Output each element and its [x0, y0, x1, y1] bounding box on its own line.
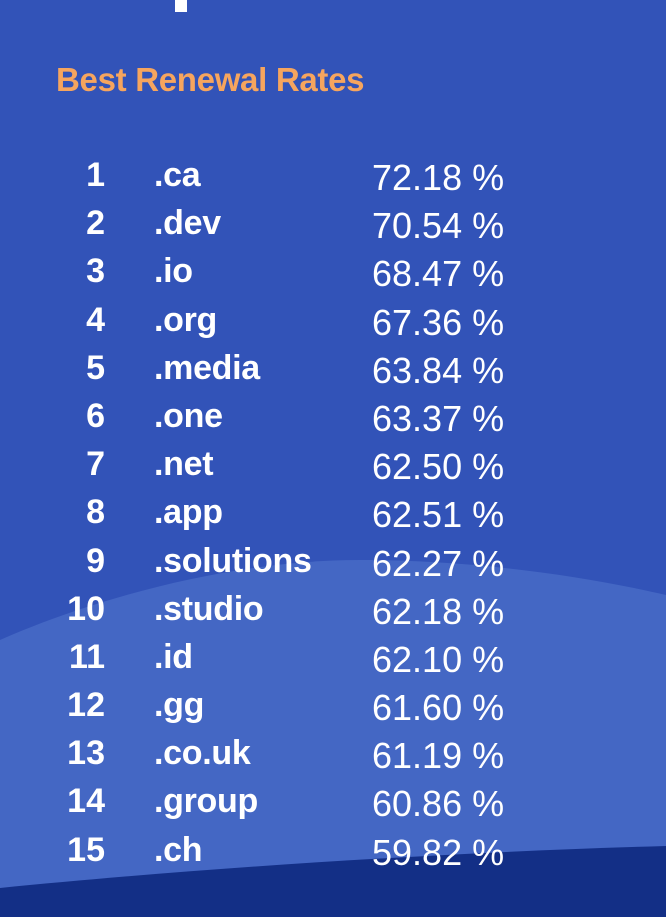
- rank-number: 9: [86, 541, 105, 580]
- rank-number: 3: [86, 252, 105, 291]
- renewal-rate: 67.36 %: [372, 301, 505, 343]
- renewal-rate: 70.54 %: [372, 205, 505, 247]
- list-item: 5 .media 63.84 %: [0, 348, 666, 396]
- list-item: 13 .co.uk 61.19 %: [0, 733, 666, 781]
- list-item: 12 .gg 61.60 %: [0, 685, 666, 733]
- renewal-rate: 62.27 %: [372, 542, 505, 584]
- renewal-rate: 62.51 %: [372, 494, 505, 536]
- list-item: 2 .dev 70.54 %: [0, 203, 666, 251]
- renewal-rate: 62.10 %: [372, 638, 505, 680]
- list-item: 1 .ca 72.18 %: [0, 155, 666, 203]
- list-item: 14 .group 60.86 %: [0, 781, 666, 829]
- rank-number: 15: [67, 830, 105, 869]
- rank-number: 14: [67, 782, 105, 821]
- list-item: 3 .io 68.47 %: [0, 251, 666, 299]
- domain-name: .media: [154, 348, 260, 387]
- section-title: Best Renewal Rates: [56, 61, 365, 98]
- renewal-rate: 62.50 %: [372, 446, 505, 488]
- rank-number: 4: [86, 300, 105, 339]
- rank-number: 6: [86, 396, 105, 435]
- domain-name: .org: [154, 300, 218, 339]
- list-item: 9 .solutions 62.27 %: [0, 541, 666, 589]
- domain-name: .gg: [154, 686, 205, 725]
- background-wave: [0, 560, 666, 917]
- list-item: 7 .net 62.50 %: [0, 444, 666, 492]
- renewal-rate: 60.86 %: [372, 783, 505, 825]
- domain-name: .ch: [154, 830, 203, 869]
- renewal-rate: 61.60 %: [372, 687, 505, 729]
- domain-name: .dev: [154, 204, 221, 243]
- domain-name: .one: [154, 396, 223, 435]
- renewal-rate: 61.19 %: [372, 735, 505, 777]
- renewal-rate: 72.18 %: [372, 157, 505, 198]
- top-decoration-bar: [175, 0, 187, 12]
- rank-number: 12: [67, 686, 105, 725]
- rank-number: 7: [86, 445, 105, 484]
- renewal-rate: 62.18 %: [372, 590, 505, 632]
- domain-name: .studio: [154, 589, 264, 628]
- bottom-band: [0, 846, 666, 917]
- list-item: 4 .org 67.36 %: [0, 300, 666, 348]
- renewal-rate-list: 1 .ca 72.18 % 2 .dev 70.54 % 3 .io 68.47…: [0, 155, 666, 878]
- domain-name: .id: [154, 637, 193, 676]
- rank-number: 8: [86, 493, 105, 532]
- domain-name: .co.uk: [154, 734, 251, 773]
- rank-number: 5: [86, 348, 105, 387]
- rank-number: 2: [86, 204, 105, 243]
- domain-name: .io: [154, 252, 193, 291]
- renewal-rate: 68.47 %: [372, 253, 505, 295]
- list-item: 15 .ch 59.82 %: [0, 830, 666, 878]
- domain-name: .group: [154, 782, 258, 821]
- rank-number: 10: [67, 589, 105, 628]
- list-item: 11 .id 62.10 %: [0, 637, 666, 685]
- list-item: 6 .one 63.37 %: [0, 396, 666, 444]
- rank-number: 13: [67, 734, 105, 773]
- domain-name: .ca: [154, 156, 201, 194]
- domain-name: .net: [154, 445, 214, 484]
- domain-name: .solutions: [154, 541, 312, 580]
- domain-name: .app: [154, 493, 223, 532]
- rank-number: 1: [86, 156, 105, 194]
- renewal-rate: 59.82 %: [372, 831, 505, 873]
- renewal-rate: 63.37 %: [372, 397, 505, 439]
- list-item: 8 .app 62.51 %: [0, 492, 666, 540]
- list-item: 10 .studio 62.18 %: [0, 589, 666, 637]
- rank-number: 11: [69, 637, 105, 676]
- renewal-rate: 63.84 %: [372, 349, 505, 391]
